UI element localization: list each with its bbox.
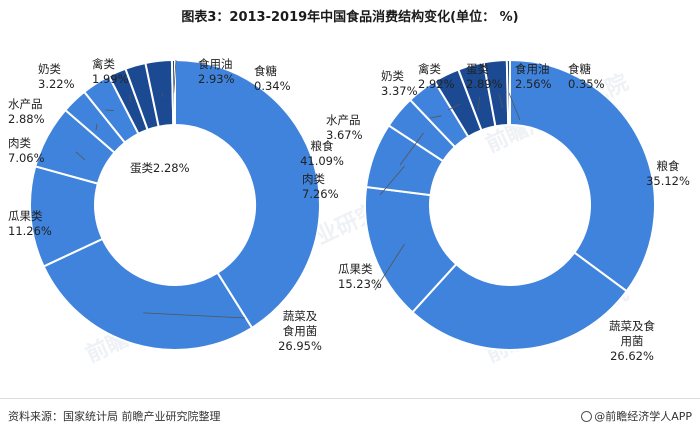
slice-label: 蛋类2.28% bbox=[130, 161, 190, 175]
footer-divider bbox=[0, 398, 700, 399]
donut-slice-1 bbox=[42, 237, 254, 351]
slice-label-line: 食用油 bbox=[515, 62, 550, 76]
leader-line bbox=[477, 96, 480, 111]
slice-label-line: 蛋类2.28% bbox=[130, 161, 190, 175]
leader-line bbox=[399, 132, 424, 166]
slice-label-line: 禽类 bbox=[418, 62, 441, 76]
slice-label: 瓜果类 11.26% bbox=[8, 209, 52, 238]
slice-label: 水产品 3.67% bbox=[326, 113, 363, 142]
slice-label-line: 2.56% bbox=[515, 77, 552, 91]
donut-slice-0 bbox=[174, 58, 321, 330]
brand-credit: @前瞻经济学人APP bbox=[581, 408, 692, 424]
slice-label-line: 2.93% bbox=[198, 72, 235, 86]
slice-label: 粮食 35.12% bbox=[646, 159, 690, 188]
slice-label-line: 肉类 bbox=[8, 136, 31, 150]
slice-label-line: 15.23% bbox=[338, 277, 382, 291]
source-note: 资料来源：国家统计局 前瞻产业研究院整理 bbox=[8, 410, 221, 423]
slice-label: 瓜果类 15.23% bbox=[338, 262, 382, 291]
slice-label: 禽类 2.92% bbox=[418, 62, 455, 91]
slice-label-line: 水产品 bbox=[326, 113, 361, 127]
leader-line bbox=[447, 103, 461, 111]
slice-label-line: 食糖 bbox=[254, 64, 277, 78]
slice-label: 蔬菜及食用菌 26.62% bbox=[609, 319, 655, 363]
slice-label-line: 肉类 bbox=[302, 172, 325, 186]
slice-label: 肉类 7.06% bbox=[8, 136, 45, 165]
slice-label-line: 0.35% bbox=[568, 77, 605, 91]
slice-label-line: 41.09% bbox=[300, 154, 344, 168]
slice-label-line: 26.62% bbox=[610, 349, 654, 363]
slice-label-line: 7.26% bbox=[302, 187, 339, 201]
slice-label: 肉类 7.26% bbox=[302, 172, 339, 201]
slice-label-line: 用菌 bbox=[621, 334, 644, 348]
slice-label: 水产品 2.88% bbox=[8, 97, 45, 126]
leader-line bbox=[508, 92, 521, 121]
donut-slice-9 bbox=[505, 58, 511, 127]
leader-line bbox=[95, 123, 98, 131]
slice-label-line: 瓜果类 bbox=[8, 209, 43, 223]
donut-slice-0 bbox=[509, 58, 656, 293]
slice-label: 奶类 3.22% bbox=[38, 62, 75, 91]
leader-line bbox=[498, 92, 504, 109]
slice-label-line: 食糖 bbox=[568, 62, 591, 76]
slice-label-line: 3.22% bbox=[38, 77, 75, 91]
leader-line bbox=[143, 312, 246, 319]
brand-credit-text: @前瞻经济学人APP bbox=[594, 410, 692, 423]
leader-line bbox=[75, 151, 86, 161]
slice-label-line: 粮食 bbox=[311, 139, 334, 153]
donut-chart-2013: 粮食 41.09%蔬菜及食用菌 26.95%瓜果类 11.26%肉类 7.06%水产品 2… bbox=[8, 57, 344, 353]
slice-label-line: 3.67% bbox=[326, 128, 363, 142]
slice-label-line: 禽类 bbox=[92, 57, 115, 71]
slice-label-line: 3.37% bbox=[381, 84, 418, 98]
slice-label: 奶类 3.37% bbox=[381, 69, 418, 98]
slice-label-line: 1.99% bbox=[92, 72, 129, 86]
slice-label-line: 食用油 bbox=[198, 57, 233, 71]
slice-label: 蔬菜及食用菌 26.95% bbox=[278, 309, 322, 353]
slice-label: 食糖 0.35% bbox=[568, 62, 605, 91]
leader-line bbox=[379, 165, 405, 196]
slice-label-line: 0.34% bbox=[254, 79, 291, 93]
slice-label-line: 26.95% bbox=[278, 339, 322, 353]
slice-label: 食糖 0.34% bbox=[254, 64, 291, 93]
slice-label-line: 蔬菜及 bbox=[283, 309, 318, 323]
leader-line bbox=[429, 115, 442, 119]
leader-line bbox=[104, 109, 114, 111]
slice-label: 粮食 41.09% bbox=[300, 139, 344, 168]
slice-label-line: 食用菌 bbox=[283, 324, 318, 338]
slice-label-line: 7.06% bbox=[8, 151, 45, 165]
slice-label-line: 蛋类 bbox=[466, 62, 489, 76]
slice-label-line: 粮食 bbox=[657, 159, 680, 173]
leader-line bbox=[173, 59, 177, 93]
slice-label-line: 11.26% bbox=[8, 224, 52, 238]
slice-label-line: 水产品 bbox=[8, 97, 43, 111]
slice-label: 食用油 2.56% bbox=[515, 62, 552, 91]
chart-title: 图表3：2013-2019年中国食品消费结构变化(单位： %) bbox=[181, 10, 519, 25]
donut-slice-1 bbox=[411, 251, 629, 351]
slice-label-line: 奶类 bbox=[381, 69, 404, 83]
slice-label: 食用油 2.93% bbox=[198, 57, 235, 86]
slice-label-line: 2.88% bbox=[8, 112, 45, 126]
slice-label-line: 2.92% bbox=[418, 77, 455, 91]
slice-label-line: 瓜果类 bbox=[338, 262, 373, 276]
slice-label: 蛋类 2.89% bbox=[466, 62, 503, 91]
slice-label-line: 蔬菜及食 bbox=[609, 319, 655, 333]
donut-charts: 前瞻产业研究院前瞻产业研究院前瞻产业研究院前瞻产业研究院前瞻产业研究院 粮食41… bbox=[8, 57, 690, 368]
slice-label-line: 35.12% bbox=[646, 174, 690, 188]
brand-logo-icon bbox=[581, 411, 593, 422]
slice-label-line: 2.89% bbox=[466, 77, 503, 91]
leader-line bbox=[161, 93, 164, 98]
slice-label: 禽类 1.99% bbox=[92, 57, 129, 86]
donut-slice-9 bbox=[170, 58, 176, 127]
donut-chart-2019: 粮食 35.12%蔬菜及食用菌 26.62%瓜果类 15.23%肉类 7.26%水产品 3… bbox=[302, 58, 690, 363]
leader-line bbox=[374, 243, 405, 291]
slice-label-line: 奶类 bbox=[38, 62, 61, 76]
